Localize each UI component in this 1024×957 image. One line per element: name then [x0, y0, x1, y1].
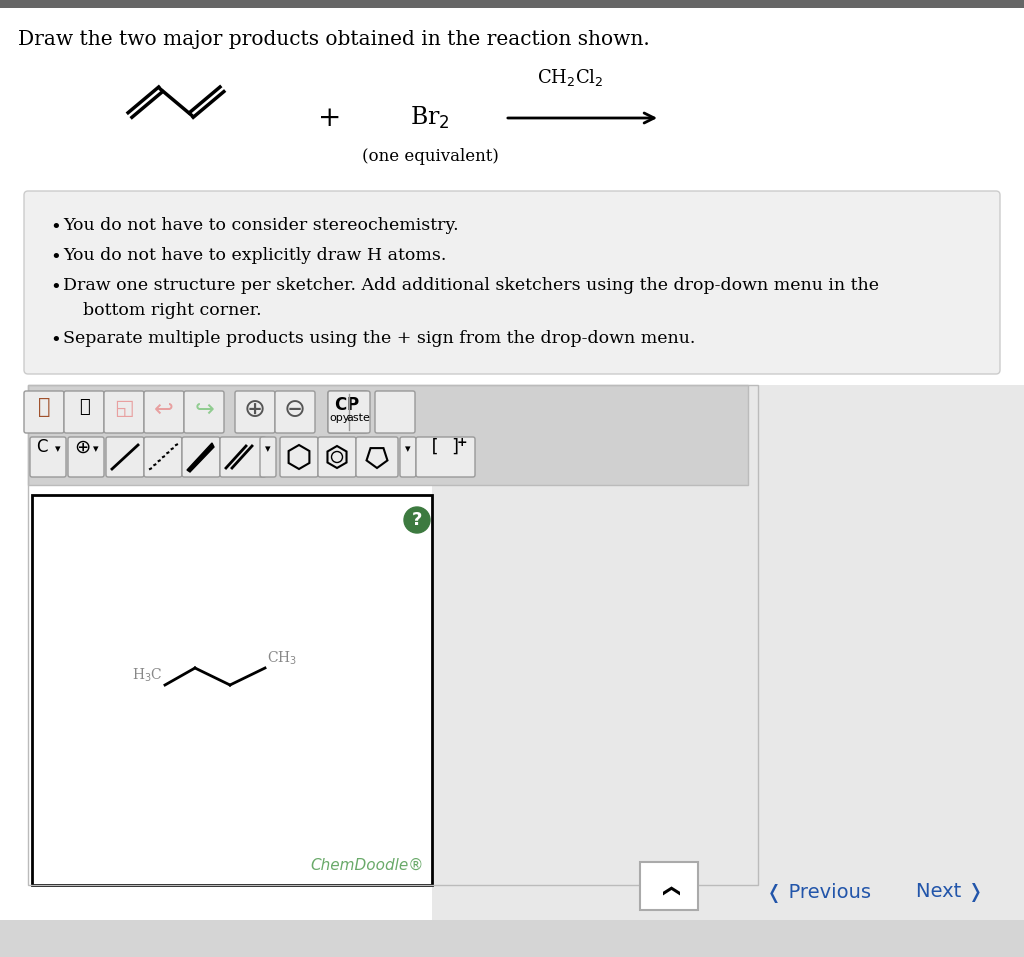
- FancyBboxPatch shape: [356, 437, 398, 477]
- Bar: [0, 920, 1024, 957]
- Text: bottom right corner.: bottom right corner.: [83, 302, 261, 319]
- Text: opy: opy: [330, 413, 350, 423]
- Text: H$_3$C: H$_3$C: [132, 667, 163, 684]
- Text: 🔒: 🔒: [79, 398, 89, 416]
- FancyBboxPatch shape: [328, 391, 370, 433]
- Text: ⊖: ⊖: [284, 397, 306, 423]
- Text: Next ❭: Next ❭: [916, 883, 984, 902]
- Text: •: •: [50, 332, 60, 350]
- Text: [ ]: [ ]: [429, 438, 462, 456]
- FancyBboxPatch shape: [280, 437, 318, 477]
- Bar: [32, 495, 432, 885]
- Text: P: P: [347, 396, 359, 414]
- FancyBboxPatch shape: [144, 391, 184, 433]
- Text: C: C: [36, 438, 48, 456]
- Text: ▾: ▾: [406, 444, 411, 454]
- FancyBboxPatch shape: [318, 437, 356, 477]
- FancyBboxPatch shape: [30, 437, 66, 477]
- Text: aste: aste: [346, 413, 370, 423]
- FancyBboxPatch shape: [328, 391, 368, 433]
- Text: ▾: ▾: [93, 444, 98, 454]
- Bar: [28, 385, 748, 485]
- Text: •: •: [50, 219, 60, 237]
- Text: ?: ?: [412, 511, 422, 529]
- FancyBboxPatch shape: [106, 437, 144, 477]
- FancyBboxPatch shape: [104, 391, 144, 433]
- FancyBboxPatch shape: [68, 437, 104, 477]
- Text: ❬ Previous: ❬ Previous: [766, 883, 870, 903]
- FancyBboxPatch shape: [184, 391, 224, 433]
- FancyBboxPatch shape: [275, 391, 315, 433]
- Text: •: •: [50, 249, 60, 267]
- Text: ❯: ❯: [660, 881, 678, 895]
- FancyBboxPatch shape: [375, 391, 415, 433]
- Bar: [28, 385, 758, 885]
- Text: CH$_2$Cl$_2$: CH$_2$Cl$_2$: [537, 67, 603, 88]
- Circle shape: [404, 507, 430, 533]
- Text: •: •: [50, 279, 60, 297]
- FancyBboxPatch shape: [24, 191, 1000, 374]
- FancyBboxPatch shape: [220, 437, 266, 477]
- FancyBboxPatch shape: [400, 437, 416, 477]
- Text: Draw one structure per sketcher. Add additional sketchers using the drop-down me: Draw one structure per sketcher. Add add…: [63, 277, 879, 294]
- Bar: [0, 0, 1024, 8]
- Text: You do not have to explicitly draw H atoms.: You do not have to explicitly draw H ato…: [63, 247, 446, 264]
- FancyBboxPatch shape: [63, 391, 104, 433]
- FancyBboxPatch shape: [144, 437, 182, 477]
- FancyBboxPatch shape: [234, 391, 275, 433]
- Text: +: +: [318, 104, 342, 131]
- Text: ⊕: ⊕: [74, 437, 90, 456]
- Text: ▾: ▾: [55, 444, 60, 454]
- Text: ↪: ↪: [195, 398, 214, 422]
- Text: Br$_2$: Br$_2$: [411, 105, 450, 131]
- Text: ChemDoodle®: ChemDoodle®: [310, 858, 424, 873]
- FancyBboxPatch shape: [24, 391, 63, 433]
- Text: ↩: ↩: [155, 398, 174, 422]
- FancyBboxPatch shape: [182, 437, 220, 477]
- Bar: [432, 385, 1024, 957]
- Text: Separate multiple products using the + sign from the drop-down menu.: Separate multiple products using the + s…: [63, 330, 695, 347]
- Text: C: C: [334, 396, 346, 414]
- FancyBboxPatch shape: [416, 437, 475, 477]
- Text: Draw the two major products obtained in the reaction shown.: Draw the two major products obtained in …: [18, 30, 650, 49]
- Text: +: +: [457, 436, 467, 450]
- Text: ⊕: ⊕: [244, 397, 266, 423]
- Text: ✋: ✋: [38, 397, 50, 417]
- Text: CH$_3$: CH$_3$: [267, 650, 297, 667]
- Polygon shape: [187, 443, 214, 472]
- Text: You do not have to consider stereochemistry.: You do not have to consider stereochemis…: [63, 217, 459, 234]
- FancyBboxPatch shape: [260, 437, 276, 477]
- Bar: [640, 862, 698, 910]
- Text: (one equivalent): (one equivalent): [361, 148, 499, 165]
- Text: ▾: ▾: [265, 444, 270, 454]
- Text: ◱: ◱: [114, 398, 134, 418]
